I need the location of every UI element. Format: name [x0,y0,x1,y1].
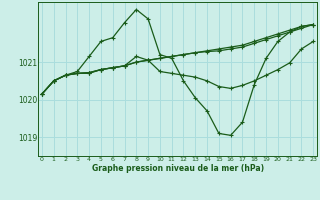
X-axis label: Graphe pression niveau de la mer (hPa): Graphe pression niveau de la mer (hPa) [92,164,264,173]
